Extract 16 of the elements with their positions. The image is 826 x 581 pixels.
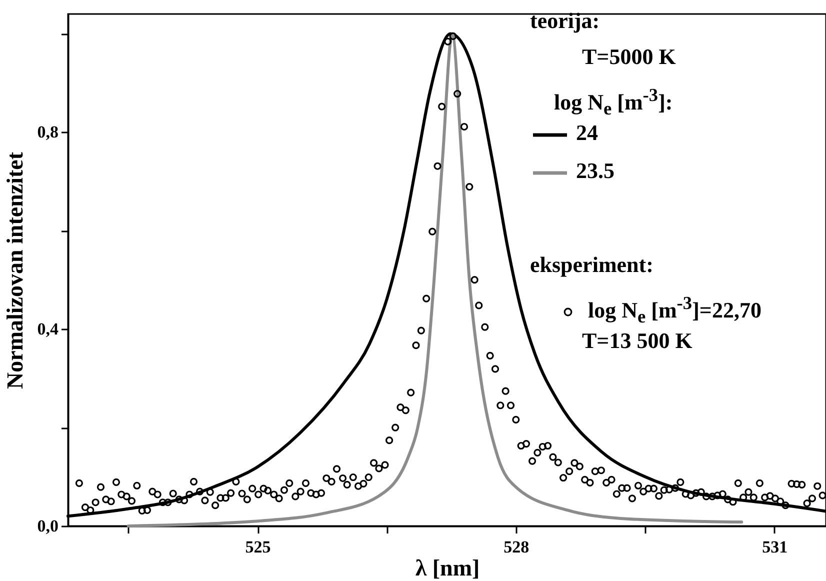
annotation: T=13 500 K [582, 328, 692, 354]
annotation: log N$_{e}$ [m$^{-3}$]: [554, 84, 673, 121]
annotation: teorija: [530, 8, 600, 34]
x-axis-title: λ [nm] [415, 556, 480, 580]
x-tick-label: 531 [762, 538, 788, 556]
x-tick-label: 525 [245, 538, 271, 556]
annotation: T=5000 K [582, 44, 676, 70]
y-tick-label: 0,4 [37, 320, 59, 339]
y-tick-label: 0,8 [37, 122, 58, 142]
legend-label: 23.5 [575, 158, 614, 184]
legend-label: log N$_{e}$ [m$^{-3}$]=22,70 [587, 292, 762, 329]
annotation: eksperiment: [530, 252, 654, 278]
x-tick-label: 528 [504, 538, 530, 556]
y-axis-title: Normalizovan intenzitet [2, 152, 28, 389]
y-tick-label: 0,0 [37, 516, 58, 536]
legend-label: 24 [575, 120, 598, 146]
